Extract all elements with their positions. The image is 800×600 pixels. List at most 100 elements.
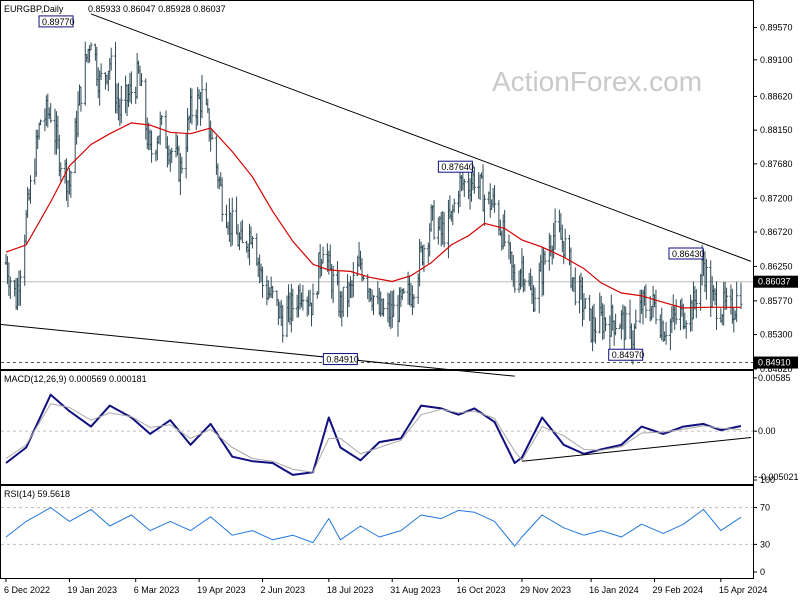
annotation-label-3: 0.84910 <box>326 355 359 365</box>
ohlc-bar <box>49 103 53 123</box>
ohlc-bar <box>331 265 335 304</box>
price-y-tick-label: 0.86720 <box>760 227 793 237</box>
price-y-tick-label: 0.85300 <box>760 330 793 340</box>
ohlc-bar <box>462 178 466 198</box>
price-y-tick-label: 0.86250 <box>760 261 793 271</box>
rsi-y-tick-label: 70 <box>760 503 770 513</box>
price-y-tick-label: 0.87200 <box>760 193 793 203</box>
ohlc-bar <box>190 88 194 125</box>
ohlc-bar <box>725 287 729 310</box>
ohlc-bar <box>624 306 628 340</box>
ohlc-bar <box>321 246 325 264</box>
x-tick-label: 29 Nov 2023 <box>520 585 571 595</box>
ohlc-bar <box>372 295 375 316</box>
ohlc-bar <box>739 282 743 310</box>
annotation-box-3 <box>322 353 358 366</box>
ohlc-bar <box>402 288 406 294</box>
ohlc-bar <box>442 212 446 248</box>
ohlc-bar <box>69 170 73 198</box>
ohlc-bar <box>553 208 557 250</box>
ohlc-bar <box>634 309 638 330</box>
ohlc-bar <box>301 284 305 311</box>
price-y-tick-label: 0.88150 <box>760 125 793 135</box>
ohlc-bar <box>18 270 22 306</box>
ohlc-bar <box>271 285 275 299</box>
price-tag-label-1: 0.84910 <box>758 358 791 368</box>
ohlc-bar <box>311 283 315 316</box>
rsi-panel <box>0 485 754 579</box>
rsi-title: RSI(14) 59.5618 <box>4 489 70 499</box>
ohlc-bar <box>482 194 486 226</box>
chart-title: EURGBP,Daily <box>4 4 64 14</box>
ohlc-bar <box>83 41 87 106</box>
ohlc-bar <box>210 129 214 140</box>
axis-layer: 0.89570 0.89100 0.88620 0.88150 0.87680 0.872… <box>4 23 799 595</box>
ohlc-bar <box>129 71 133 104</box>
ohlc-bar <box>230 197 234 246</box>
rsi-line <box>5 507 742 547</box>
ohlc-bar <box>452 198 456 213</box>
rsi-y-tick-label: 0 <box>760 567 765 577</box>
ohlc-bar <box>472 166 476 194</box>
ohlc-bar <box>29 175 32 204</box>
x-tick-label: 16 Oct 2023 <box>457 585 506 595</box>
x-tick-label: 18 Jul 2023 <box>327 585 374 595</box>
rsi-y-tick-label: 30 <box>760 539 770 549</box>
macd-signal-line <box>5 403 742 473</box>
ohlc-bar <box>99 63 103 81</box>
annotation-box-4 <box>608 348 644 361</box>
price-y-tick-label: 0.85770 <box>760 296 793 306</box>
ohlc-bar <box>160 115 164 126</box>
ohlc-bar <box>604 317 608 332</box>
annotation-box-2 <box>668 247 704 260</box>
ohlc-bar <box>200 75 204 119</box>
macd-trendline <box>521 437 752 462</box>
x-tick-label: 31 Aug 2023 <box>390 585 441 595</box>
x-tick-label: 29 Feb 2024 <box>653 585 704 595</box>
annotation-label-4: 0.84970 <box>612 350 645 360</box>
price-y-tick-label: 0.89100 <box>760 55 793 65</box>
macd-title: MACD(12,26,9) 0.000569 0.000181 <box>4 374 147 384</box>
ohlc-bar <box>432 199 436 240</box>
ohlc-bar <box>240 219 244 244</box>
macd-y-tick-label: -0.005021 <box>758 472 799 482</box>
x-tick-label: 16 Jan 2024 <box>589 585 639 595</box>
macd-layer <box>1 393 753 476</box>
ohlc-bar <box>382 298 386 317</box>
price-trendline-0 <box>90 13 752 262</box>
price-tag-box-0 <box>754 275 798 288</box>
ohlc-bar <box>8 276 12 300</box>
x-tick-label: 6 Dec 2022 <box>4 585 50 595</box>
rsi-y-tick-label: 100 <box>760 475 775 485</box>
ohlc-bar <box>250 236 254 249</box>
price-trendline-1 <box>0 323 515 377</box>
annotation-box-1 <box>437 160 473 173</box>
ohlc-bar <box>654 289 658 325</box>
ohlc-bar <box>684 320 688 339</box>
ohlc-bar <box>341 286 345 317</box>
ohlc-bar <box>614 313 618 336</box>
ohlc-bar <box>180 156 184 174</box>
ohlc-bar <box>664 321 668 345</box>
annotation-label-2: 0.86430 <box>672 249 705 259</box>
ohlc-bar <box>533 287 537 312</box>
ohlc-bar <box>715 281 718 331</box>
ohlc-bar <box>573 267 577 306</box>
ohlc-bar <box>89 42 93 51</box>
ohlc-bar <box>150 130 154 163</box>
ohlc-bar <box>493 185 497 213</box>
ohlc-bar <box>704 258 708 300</box>
macd-y-tick-label: 0.00585 <box>758 373 791 383</box>
ohlc-bar <box>523 278 527 292</box>
ohlc-bar <box>563 228 567 259</box>
annotation-label-0: 0.89770 <box>42 17 75 27</box>
price-y-tick-label: 0.89570 <box>760 23 793 33</box>
price-y-tick-label: 0.84820 <box>760 364 793 374</box>
ohlc-bar <box>39 119 43 126</box>
ohlc-bar <box>59 162 63 182</box>
ohlc-bar <box>543 250 547 265</box>
annotation-label-1: 0.87640 <box>441 162 474 172</box>
ohlc-bar <box>351 262 355 298</box>
ohlc-bar <box>139 73 143 86</box>
